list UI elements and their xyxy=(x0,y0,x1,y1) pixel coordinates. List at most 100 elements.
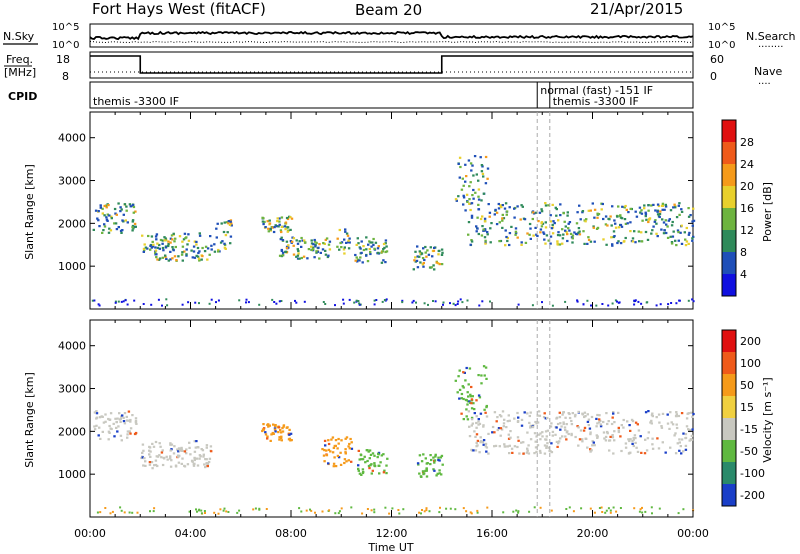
velocity-echo-0-46 xyxy=(117,425,120,428)
velocity-echo-7-79 xyxy=(562,421,565,424)
velocity-noise-38 xyxy=(593,511,596,514)
power-echo-4-11 xyxy=(313,240,317,243)
velocity-echo-7-4 xyxy=(651,437,654,440)
velocity-echo-1-50 xyxy=(174,464,178,467)
velocity-echo-7-371 xyxy=(622,418,625,422)
power-colorbar-swatch-6 xyxy=(722,142,736,164)
velocity-echo-3-16 xyxy=(325,449,328,452)
power-echo-7-41 xyxy=(422,247,425,250)
velocity-echo-7-161 xyxy=(620,424,623,427)
power-echo-0-67 xyxy=(131,226,134,229)
power-echo-8-10 xyxy=(467,159,471,162)
nsearch-legend: ........ xyxy=(758,39,783,50)
velocity-echo-7-194 xyxy=(477,420,480,423)
velocity-noise-20 xyxy=(204,512,206,514)
velocity-noise-35 xyxy=(309,508,311,511)
velocity-echo-7-234 xyxy=(650,413,654,417)
power-echo-5-7 xyxy=(336,245,339,248)
velocity-noise-79 xyxy=(265,508,268,510)
power-echo-9-292 xyxy=(640,231,643,234)
power-echo-8-31 xyxy=(486,167,490,170)
velocity-echo-3-47 xyxy=(327,442,331,446)
velocity-echo-7-19 xyxy=(678,438,681,441)
velocity-echo-2-32 xyxy=(261,429,264,433)
velocity-echo-1-71 xyxy=(172,452,176,455)
power-echo-9-250 xyxy=(668,218,671,221)
velocity-echo-7-145 xyxy=(680,412,684,415)
velocity-echo-7-130 xyxy=(661,412,665,415)
power-noise-108 xyxy=(355,299,358,302)
velocity-echo-1-85 xyxy=(192,463,195,466)
velocity-echo-2-23 xyxy=(270,433,273,436)
power-echo-2-11 xyxy=(223,221,226,224)
power-echo-1-15 xyxy=(154,235,158,238)
velocity-echo-4-38 xyxy=(368,457,371,460)
power-echo-4-41 xyxy=(310,239,313,242)
power-echo-9-289 xyxy=(503,207,507,210)
power-echo-0-16 xyxy=(94,209,98,212)
power-echo-8-38 xyxy=(472,197,475,200)
power-echo-6-43 xyxy=(374,241,378,244)
velocity-echo-5-3 xyxy=(417,463,420,466)
power-echo-9-71 xyxy=(638,206,642,209)
power-echo-7-18 xyxy=(426,249,429,252)
power-echo-9-197 xyxy=(638,240,641,243)
power-echo-7-35 xyxy=(415,259,419,262)
velocity-echo-3-1 xyxy=(348,447,351,450)
power-echo-5-17 xyxy=(338,228,341,232)
power-noise-39 xyxy=(517,303,520,306)
power-echo-9-377 xyxy=(629,207,632,210)
velocity-echo-7-377 xyxy=(688,428,692,432)
velocity-echo-1-74 xyxy=(193,456,196,459)
power-echo-1-18 xyxy=(151,240,154,243)
velocity-echo-7-311 xyxy=(503,443,506,446)
velocity-echo-3-9 xyxy=(329,450,332,453)
velocity-echo-0-26 xyxy=(126,430,130,433)
power-echo-6-25 xyxy=(384,242,387,245)
power-echo-9-275 xyxy=(469,243,472,246)
velocity-echo-7-143 xyxy=(550,422,553,425)
power-echo-0-26 xyxy=(132,211,135,214)
freq-right-tick-top: 60 xyxy=(710,53,724,66)
velocity-echo-7-217 xyxy=(606,430,609,434)
cpid-segment-1: normal (fast) -151 IF xyxy=(540,84,653,97)
power-echo-9-25 xyxy=(609,215,612,218)
velocity-echo-3-49 xyxy=(333,456,336,459)
power-echo-6-4 xyxy=(382,259,385,262)
power-echo-9-367 xyxy=(670,242,674,245)
velocity-echo-3-43 xyxy=(336,447,339,450)
velocity-echo-6-16 xyxy=(462,397,465,401)
power-echo-9-319 xyxy=(477,203,480,206)
power-echo-9-321 xyxy=(568,221,572,224)
power-echo-9-141 xyxy=(479,217,483,221)
velocity-echo-0-52 xyxy=(95,424,98,427)
velocity-echo-7-336 xyxy=(539,432,542,435)
power-echo-9-109 xyxy=(631,237,635,240)
velocity-echo-7-77 xyxy=(513,417,516,420)
power-echo-9-345 xyxy=(627,211,630,214)
velocity-echo-1-75 xyxy=(209,445,213,448)
velocity-noise-29 xyxy=(321,510,324,513)
power-echo-9-57 xyxy=(623,206,626,209)
velocity-echo-7-313 xyxy=(547,446,551,449)
velocity-echo-7-201 xyxy=(588,427,592,430)
velocity-echo-7-255 xyxy=(562,422,565,426)
power-echo-6-17 xyxy=(384,239,388,242)
velocity-echo-6-54 xyxy=(470,416,474,419)
power-echo-4-42 xyxy=(316,250,320,253)
power-echo-9-38 xyxy=(661,208,664,211)
velocity-echo-7-137 xyxy=(637,429,641,432)
power-echo-8-53 xyxy=(482,192,486,195)
velocity-noise-116 xyxy=(188,510,191,513)
velocity-echo-7-162 xyxy=(495,420,498,423)
power-echo-1-42 xyxy=(172,232,175,235)
power-noise-51 xyxy=(348,298,351,301)
power-echo-1-26 xyxy=(170,234,174,237)
power-echo-4-52 xyxy=(327,254,330,257)
power-echo-9-116 xyxy=(664,205,668,208)
power-echo-9-272 xyxy=(641,219,644,222)
power-echo-4-22 xyxy=(296,257,300,260)
velocity-echo-7-175 xyxy=(687,412,690,415)
power-echo-9-167 xyxy=(658,212,662,216)
power-echo-7-29 xyxy=(438,263,441,266)
